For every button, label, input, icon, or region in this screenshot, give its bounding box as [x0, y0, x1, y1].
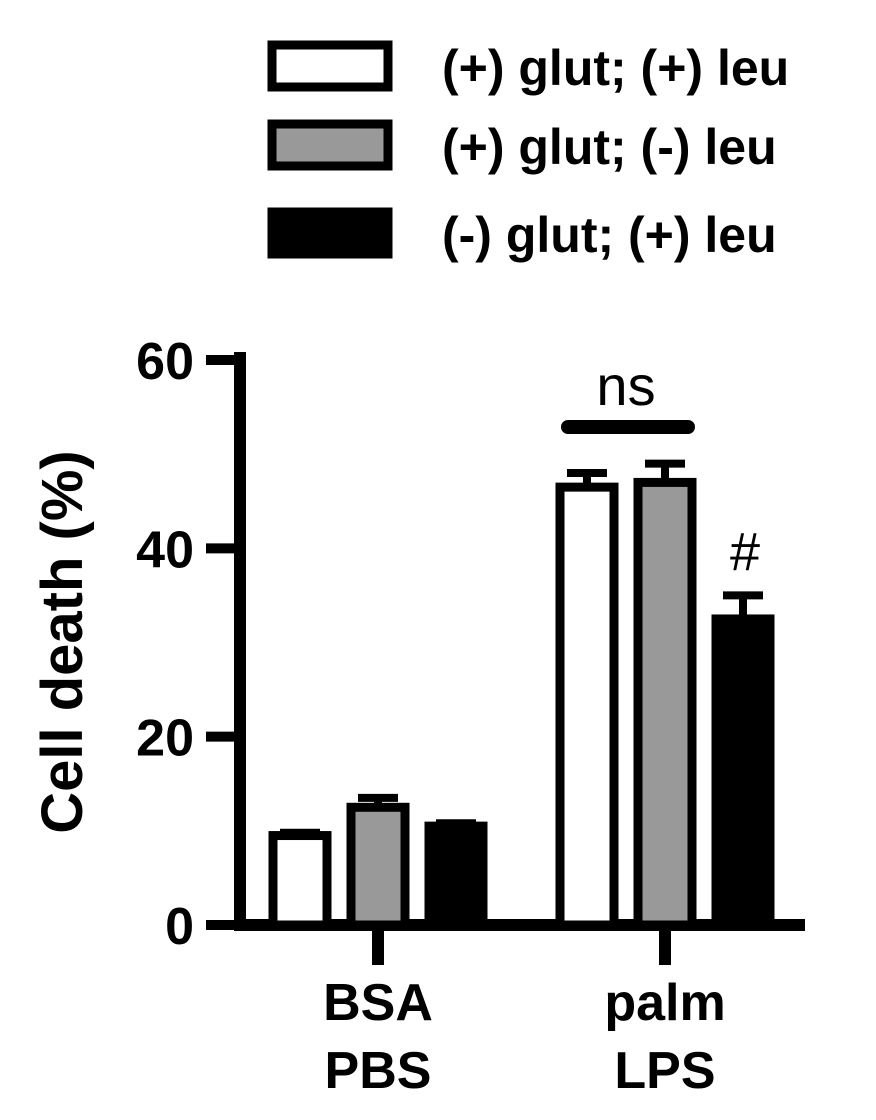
- legend-label-1: (+) glut; (+) leu: [442, 40, 789, 96]
- ns-label: ns: [596, 354, 655, 417]
- x-tick-label-2-line1: palm: [604, 974, 725, 1032]
- annotations: ns #: [561, 354, 760, 582]
- y-tick-label-60: 60: [136, 333, 194, 391]
- legend-label-3: (-) glut; (+) leu: [442, 207, 777, 263]
- bar-1-1: [268, 831, 332, 930]
- legend-swatch-3: [267, 207, 393, 259]
- hash-label: #: [730, 522, 760, 582]
- bar-3-2: [711, 614, 775, 930]
- x-tick-label-2-line2: LPS: [614, 1042, 715, 1100]
- axes: 0 20 40 60 Cell death (%) BSA PBS palm LPS: [30, 333, 805, 1100]
- y-tick-label-0: 0: [165, 898, 194, 956]
- legend-label-2: (+) glut; (-) leu: [442, 119, 777, 175]
- legend: (+) glut; (+) leu (+) glut; (-) leu (-) gl…: [267, 40, 789, 263]
- bar-3-1: [424, 821, 488, 930]
- legend-swatch-2: [267, 119, 393, 171]
- bar-2-2: [633, 477, 697, 930]
- y-tick-label-40: 40: [136, 521, 194, 579]
- bar-2-1: [346, 802, 410, 930]
- legend-swatch-1: [267, 40, 393, 92]
- y-tick-label-20: 20: [136, 710, 194, 768]
- bar-1-2: [555, 482, 619, 930]
- y-axis-label: Cell death (%): [30, 450, 95, 834]
- bars: [268, 459, 775, 930]
- x-tick-label-1-line1: BSA: [323, 974, 433, 1032]
- x-tick-label-1-line2: PBS: [325, 1042, 432, 1100]
